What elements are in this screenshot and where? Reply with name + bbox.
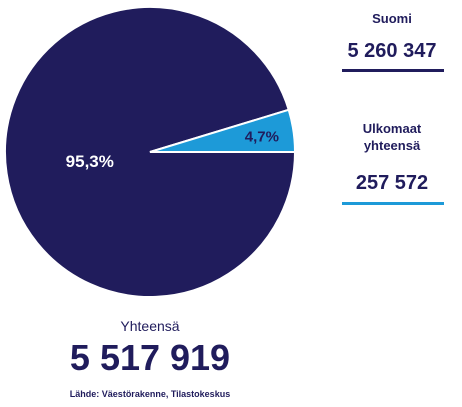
total: 5 517 919	[69, 337, 231, 378]
count: 5 260 347	[347, 40, 437, 62]
count: 257 572	[355, 172, 429, 194]
legend-label: Ulkomaat yhteensä	[362, 121, 422, 153]
pie-chart: 95,3% 4,7%	[4, 6, 297, 298]
pie-slice	[149, 108, 297, 153]
legend-label: Suomi	[372, 11, 412, 26]
legend-rule	[342, 202, 444, 205]
total-title: Yhteensä	[120, 318, 180, 334]
legend-rule	[342, 69, 444, 72]
source: Lähde: Väestörakenne, Tilastokeskus	[69, 389, 231, 399]
slice-label: 4,7%	[245, 128, 279, 145]
slice-label: 95,3%	[66, 152, 114, 171]
